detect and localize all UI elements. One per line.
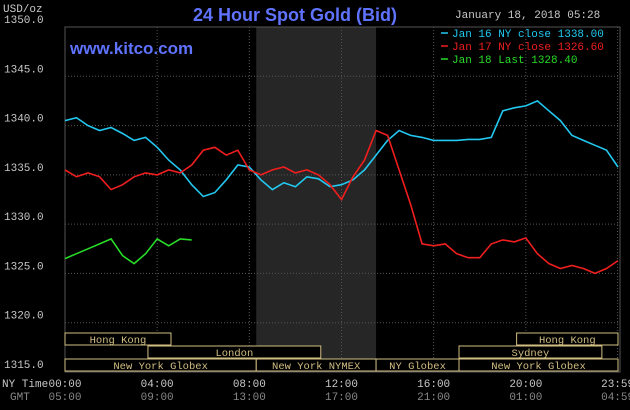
x-tick-label: 20:00 xyxy=(509,379,542,391)
series-line xyxy=(64,237,192,265)
y-tick-label: 1340.0 xyxy=(4,114,44,126)
x-tick-label: 23:59 xyxy=(601,379,630,391)
session-box xyxy=(458,358,619,372)
x-tick-label: 04:00 xyxy=(141,379,174,391)
y-unit: USD/oz xyxy=(3,4,43,16)
gmt-tick-label: 13:00 xyxy=(233,392,266,404)
session-box xyxy=(516,332,619,346)
chart-title: 24 Hour Spot Gold (Bid) xyxy=(193,5,397,25)
y-tick-label: 1325.0 xyxy=(4,261,44,273)
ny-time-label: NY Time xyxy=(2,379,48,391)
y-tick-label: 1320.0 xyxy=(4,311,44,323)
gmt-tick-label: 21:00 xyxy=(417,392,450,404)
session-label: Sydney xyxy=(512,348,550,360)
gmt-tick-label: 01:00 xyxy=(509,392,542,404)
timestamp: January 18, 2018 05:28 xyxy=(455,10,600,22)
y-tick-label: 1330.0 xyxy=(4,212,44,224)
y-tick-label: 1350.0 xyxy=(4,15,44,27)
session-label: Hong Kong xyxy=(539,335,596,347)
session-label: New York Globex xyxy=(113,361,208,373)
session-shade xyxy=(256,27,377,372)
gmt-tick-label: 09:00 xyxy=(141,392,174,404)
legend-label: Jan 17 NY close 1326.60 xyxy=(452,42,604,54)
session-box xyxy=(147,345,322,359)
session-box xyxy=(458,345,603,359)
legend-label: Jan 18 Last 1328.40 xyxy=(452,55,577,67)
gmt-tick-label: 05:00 xyxy=(48,392,81,404)
gmt-tick-label: 17:00 xyxy=(325,392,358,404)
x-tick-label: 08:00 xyxy=(233,379,266,391)
session-label: New York Globex xyxy=(491,361,586,373)
series-line xyxy=(64,129,619,275)
plot-frame xyxy=(64,26,621,373)
y-tick-label: 1345.0 xyxy=(4,64,44,76)
session-label: NY Globex xyxy=(389,361,446,373)
gmt-tick-label: 04:59 xyxy=(601,392,630,404)
legend-label: Jan 16 NY close 1338.00 xyxy=(452,29,604,41)
gmt-label: GMT xyxy=(10,392,30,404)
x-tick-label: 12:00 xyxy=(325,379,358,391)
session-box xyxy=(64,332,172,346)
y-tick-label: 1335.0 xyxy=(4,163,44,175)
session-label: Hong Kong xyxy=(90,335,147,347)
watermark: www.kitco.com xyxy=(69,39,193,58)
session-label: New York NYMEX xyxy=(272,361,361,373)
x-tick-label: 16:00 xyxy=(417,379,450,391)
x-tick-label: 00:00 xyxy=(48,379,81,391)
y-tick-label: 1315.0 xyxy=(4,360,44,372)
series-line xyxy=(64,99,619,198)
session-label: London xyxy=(215,348,253,360)
